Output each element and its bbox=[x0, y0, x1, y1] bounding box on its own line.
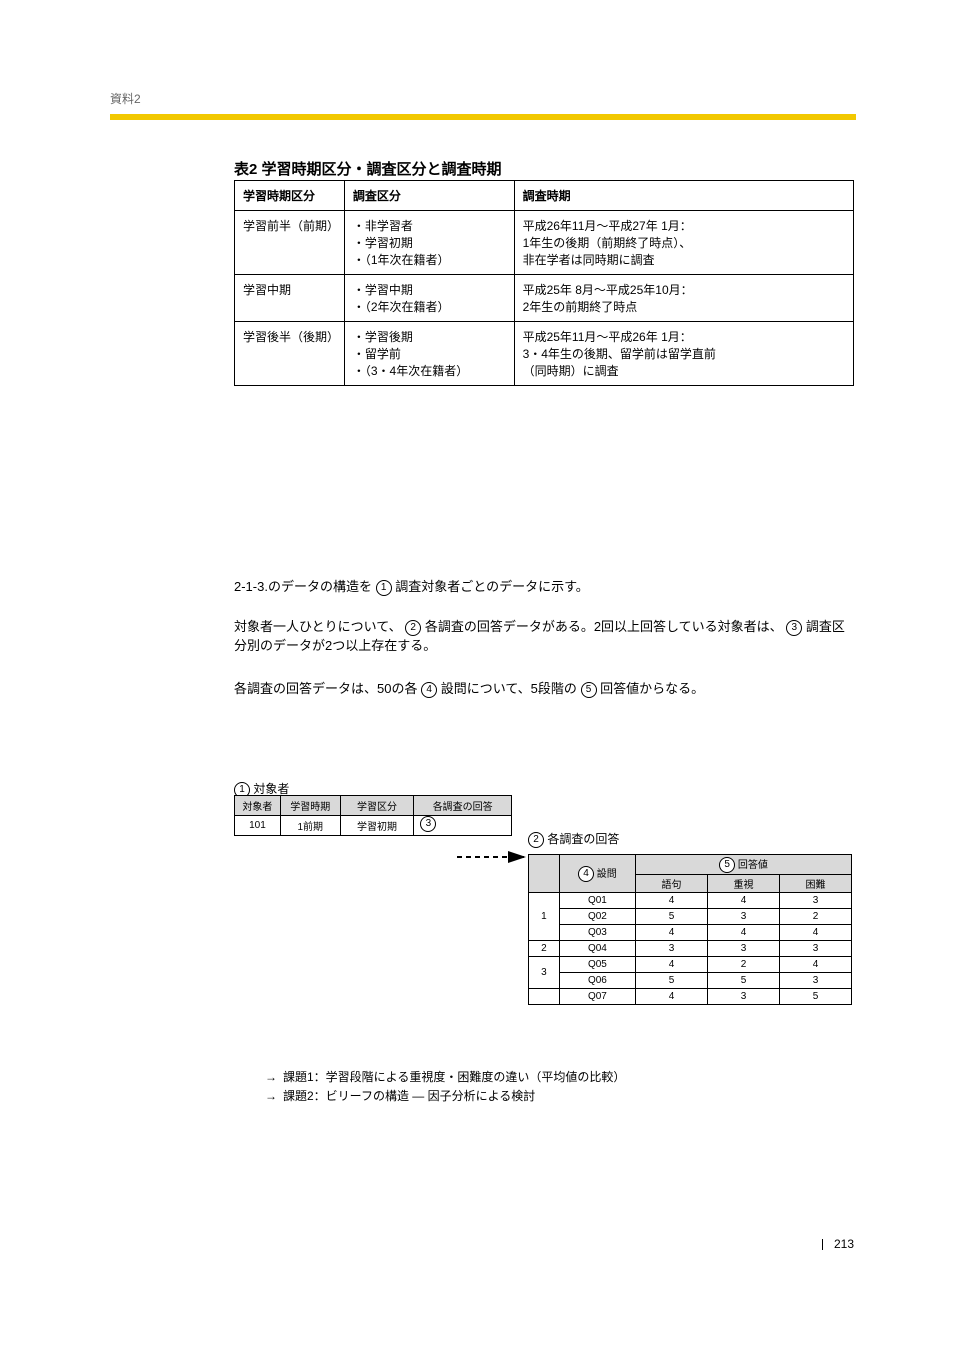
circle-number-icon: 1 bbox=[376, 580, 392, 596]
circle-number-icon: 3 bbox=[786, 620, 802, 636]
cell: 3 bbox=[529, 957, 560, 989]
th: 4 設問 bbox=[559, 855, 635, 893]
th: 各調査の回答 bbox=[414, 796, 512, 816]
th: 重視 bbox=[707, 875, 779, 893]
cell: 4 bbox=[779, 957, 851, 973]
th bbox=[529, 855, 560, 893]
cell: 2 bbox=[779, 909, 851, 925]
cell: 101 bbox=[235, 816, 281, 836]
th-1: 調査区分 bbox=[344, 181, 514, 211]
cell: 2 bbox=[529, 941, 560, 957]
arrow-right-icon: → bbox=[265, 1068, 283, 1087]
table-row: Q07 4 3 5 bbox=[529, 989, 852, 1005]
cell: 3 bbox=[707, 941, 779, 957]
data-structure-diagram: 1 対象者 対象者 学習時期 学習区分 各調査の回答 101 1前期 学習初期 … bbox=[234, 780, 854, 1060]
table-row: 2 Q04 3 3 3 bbox=[529, 941, 852, 957]
table-row: 学習中期 ・学習中期 ・（2年次在籍者） 平成25年 8月～平成25年10月： … bbox=[235, 275, 854, 322]
cell: Q04 bbox=[559, 941, 635, 957]
table-row: 101 1前期 学習初期 3 bbox=[235, 816, 512, 836]
th-0: 学習時期区分 bbox=[235, 181, 345, 211]
th: 対象者 bbox=[235, 796, 281, 816]
circle-number-icon: 2 bbox=[405, 620, 421, 636]
table-row: 学習後半（後期） ・学習後期 ・留学前 ・（3・4年次在籍者） 平成25年11月… bbox=[235, 322, 854, 386]
list-item: →課題2：ビリーフの構造 ― 因子分析による検討 bbox=[265, 1087, 625, 1106]
th-2: 調査時期 bbox=[514, 181, 853, 211]
cell: 4 bbox=[779, 925, 851, 941]
arrow-right-icon: → bbox=[265, 1087, 283, 1106]
circle-number-icon: 2 bbox=[528, 832, 544, 848]
cell bbox=[529, 989, 560, 1005]
cell: Q05 bbox=[559, 957, 635, 973]
main-table: 学習時期区分 調査区分 調査時期 学習前半（前期） ・非学習者 ・学習初期 ・（… bbox=[234, 180, 854, 386]
paragraph-3: 各調査の回答データは、50の各 4 設問について、5段階の 5 回答値からなる。 bbox=[234, 680, 854, 699]
table-row: 3 Q05 4 2 4 bbox=[529, 957, 852, 973]
cell: ・学習後期 ・留学前 ・（3・4年次在籍者） bbox=[344, 322, 514, 386]
diagram-label-b: 各調査の回答 bbox=[547, 832, 619, 846]
circle-number-icon: 3 bbox=[420, 816, 436, 832]
cell: 4 bbox=[635, 957, 707, 973]
circle-number-icon: 5 bbox=[581, 682, 597, 698]
table-row: Q03 4 4 4 bbox=[529, 925, 852, 941]
cell: 学習前半（前期） bbox=[235, 211, 345, 275]
cell: 1前期 bbox=[280, 816, 340, 836]
cell: 4 bbox=[707, 893, 779, 909]
cell: 3 bbox=[635, 941, 707, 957]
header-text: 資料2 bbox=[110, 90, 141, 107]
cell: 5 bbox=[635, 909, 707, 925]
cell: 学習初期 bbox=[340, 816, 414, 836]
cell: Q01 bbox=[559, 893, 635, 909]
paragraph-1: 2-1-3.のデータの構造を 1 調査対象者ごとのデータに示す。 bbox=[234, 578, 854, 597]
cell: 4 bbox=[635, 893, 707, 909]
table-row: 1 Q01 4 4 3 bbox=[529, 893, 852, 909]
page-footer: 213 bbox=[0, 1237, 954, 1251]
cell: 3 bbox=[779, 893, 851, 909]
section-title: 表2 学習時期区分・調査区分と調査時期 bbox=[234, 158, 502, 179]
cell: 3 bbox=[414, 816, 512, 836]
th: 困難 bbox=[779, 875, 851, 893]
diagram-table-a: 対象者 学習時期 学習区分 各調査の回答 101 1前期 学習初期 3 bbox=[234, 795, 512, 836]
th: 5 回答値 bbox=[635, 855, 851, 875]
accent-rule bbox=[110, 114, 856, 120]
page-number: 213 bbox=[834, 1237, 854, 1251]
cell: 5 bbox=[635, 973, 707, 989]
divider-icon bbox=[822, 1239, 823, 1250]
cell: 3 bbox=[779, 973, 851, 989]
table-row: 学習前半（前期） ・非学習者 ・学習初期 ・（1年次在籍者） 平成26年11月～… bbox=[235, 211, 854, 275]
list-item: →課題1：学習段階による重視度・困難度の違い（平均値の比較） bbox=[265, 1068, 625, 1087]
cell: 3 bbox=[707, 989, 779, 1005]
cell: 平成26年11月～平成27年 1月： 1年生の後期（前期終了時点）、 非在学者は… bbox=[514, 211, 853, 275]
cell: Q02 bbox=[559, 909, 635, 925]
cell: 4 bbox=[635, 989, 707, 1005]
cell: 4 bbox=[707, 925, 779, 941]
cell: 学習後半（後期） bbox=[235, 322, 345, 386]
cell: 5 bbox=[779, 989, 851, 1005]
cell: ・非学習者 ・学習初期 ・（1年次在籍者） bbox=[344, 211, 514, 275]
circle-number-icon: 5 bbox=[719, 857, 735, 873]
cell: 1 bbox=[529, 893, 560, 941]
cell: Q03 bbox=[559, 925, 635, 941]
th: 語句 bbox=[635, 875, 707, 893]
cell: 平成25年 8月～平成25年10月： 2年生の前期終了時点 bbox=[514, 275, 853, 322]
cell: 5 bbox=[707, 973, 779, 989]
cell: 3 bbox=[779, 941, 851, 957]
cell: Q06 bbox=[559, 973, 635, 989]
circle-number-icon: 4 bbox=[578, 866, 594, 882]
paragraph-2: 対象者一人ひとりについて、 2 各調査の回答データがある。2回以上回答している対… bbox=[234, 618, 854, 656]
bullet-list: →課題1：学習段階による重視度・困難度の違い（平均値の比較） →課題2：ビリーフ… bbox=[265, 1068, 625, 1106]
table-row: Q06 5 5 3 bbox=[529, 973, 852, 989]
cell: 4 bbox=[635, 925, 707, 941]
tbody-b: 1 Q01 4 4 3 Q02 5 3 2 Q03 4 4 4 2 Q04 bbox=[529, 893, 852, 1005]
diagram-label-a: 対象者 bbox=[253, 782, 289, 796]
cell: 平成25年11月～平成26年 1月： 3・4年生の後期、留学前は留学直前 （同時… bbox=[514, 322, 853, 386]
cell: Q07 bbox=[559, 989, 635, 1005]
cell: ・学習中期 ・（2年次在籍者） bbox=[344, 275, 514, 322]
table-row: Q02 5 3 2 bbox=[529, 909, 852, 925]
cell: 2 bbox=[707, 957, 779, 973]
cell: 3 bbox=[707, 909, 779, 925]
cell: 学習中期 bbox=[235, 275, 345, 322]
diagram-table-b: 4 設問 5 回答値 語句 重視 困難 1 Q01 4 4 3 bbox=[528, 854, 852, 1005]
th: 学習区分 bbox=[340, 796, 414, 816]
th: 学習時期 bbox=[280, 796, 340, 816]
circle-number-icon: 4 bbox=[421, 682, 437, 698]
